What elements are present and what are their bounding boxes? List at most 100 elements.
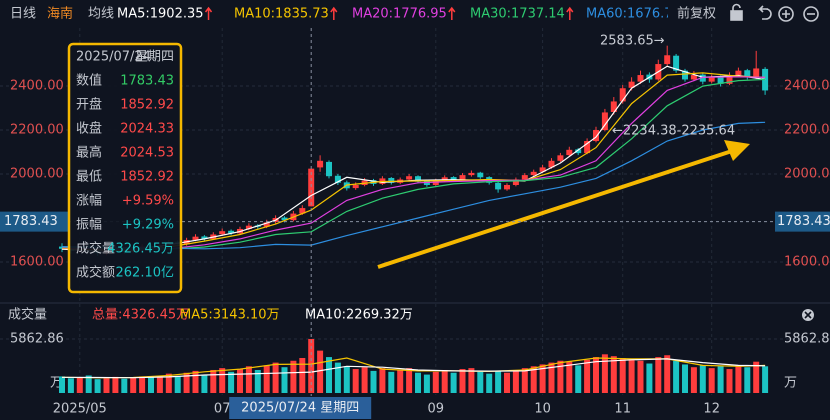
volume-bar [628,358,635,393]
ma-title[interactable]: 均线 [88,7,114,22]
candle-body [717,76,724,84]
tooltip-label: 涨幅 [76,194,102,209]
volume-bar [432,371,439,393]
candle-body [432,180,439,185]
x-tick-label: 11 [614,402,631,417]
volume-bar [156,375,163,393]
candle-body [317,160,324,168]
period[interactable]: 日线 [10,7,36,22]
volume-bar [130,377,137,393]
volume-bar [735,365,742,393]
volume-bar [486,373,493,393]
volume-bar [619,358,626,393]
volume-bar [148,377,154,393]
tooltip-value: 1783.43 [120,74,174,89]
x-tick-label: 10 [534,402,551,417]
volume-bar [174,376,181,393]
volume-bar [646,363,653,393]
volume-bar [94,379,101,393]
candle-body [512,179,519,185]
candle-body [619,88,626,102]
candle-body [459,175,466,180]
volume-bar [254,369,261,393]
back-icon[interactable] [758,5,772,20]
candle-body [423,181,430,185]
tooltip-value: 2024.53 [120,146,174,161]
tooltip-label: 开盘 [76,97,102,113]
stock-name[interactable]: 海南 [47,6,73,22]
candle-body [477,172,484,178]
volume-bar [504,372,510,393]
tooltip-label: 成交额 [76,265,115,281]
candle-body [682,70,688,80]
date-tag-label: 2025/07/24 星期四 [241,401,359,416]
y-tick-label-right: 2200.00 [784,123,830,138]
toolbar-right-bg [668,0,830,28]
candle-body [192,236,199,240]
close-x [804,311,812,319]
candle-body [530,171,537,176]
tooltip-box [67,42,183,294]
ma-legend: MA30:1737.14 [470,7,565,22]
annotation: 2583.65→ [600,34,665,49]
candle-body [593,130,599,142]
volume-bar [664,355,671,393]
volume-bar [237,369,243,393]
volume-bar [708,368,715,393]
lock-icon[interactable] [730,10,743,21]
candle-body [664,55,671,65]
candle-body [673,55,680,71]
price-tag-right [775,211,830,232]
zoom-out-icon[interactable] [803,6,819,22]
ma-legend: MA5:1902.35 [117,7,204,22]
candle-body [59,246,65,249]
volume-bar [67,378,74,393]
candle-body [245,225,252,229]
adjust[interactable]: 前复权 [677,6,716,22]
volume-title: 成交量 [8,307,47,323]
volume-bar [139,376,146,393]
candle-body [637,75,644,82]
candle-body [334,175,341,183]
trend-arrowhead [724,140,750,161]
volume-bar [388,371,395,393]
lock-shackle [732,3,741,11]
volume-bar [192,370,199,393]
y-tick-label-right: 2400.00 [784,79,830,94]
volume-bar [521,368,528,393]
tooltip-label: 振幅 [76,218,102,233]
tooltip-value: 2024.33 [120,122,174,137]
volume-bar [183,372,190,393]
y-tick-label-right: 5862.86 [784,332,830,347]
volume-bar [441,369,448,393]
volume-bar [468,368,475,393]
candle-body [228,230,235,234]
volume-bar [548,362,555,393]
zoom-in-icon[interactable] [778,6,794,22]
candle-body [601,112,608,131]
volume-bar [103,378,110,393]
volume-bar [459,369,466,393]
volume-bar [601,354,608,393]
annotation: ←2234.38-2235.64 [612,124,735,139]
tooltip-label: 成交量 [76,241,115,257]
tooltip-date: 2025/07/24 [76,50,151,65]
volume-bar [415,372,421,393]
volume-bar [201,374,208,393]
volume-bar [566,361,573,393]
candle-body [468,172,475,176]
candle-body [753,68,760,78]
candle-body [708,77,715,82]
x-tick-label: 12 [703,402,720,417]
tooltip-label: 收盘 [76,121,102,137]
candle-body [521,175,528,180]
candle-body [406,176,413,180]
volume-bar [76,377,83,393]
volume-bar [121,378,128,393]
tooltip-value: 4326.45万 [107,242,174,257]
volume-bar [352,369,359,393]
tooltip-label: 最低 [76,170,102,185]
volume-bar [682,364,688,393]
volume-bar [263,365,270,393]
volume-bar [334,362,341,393]
